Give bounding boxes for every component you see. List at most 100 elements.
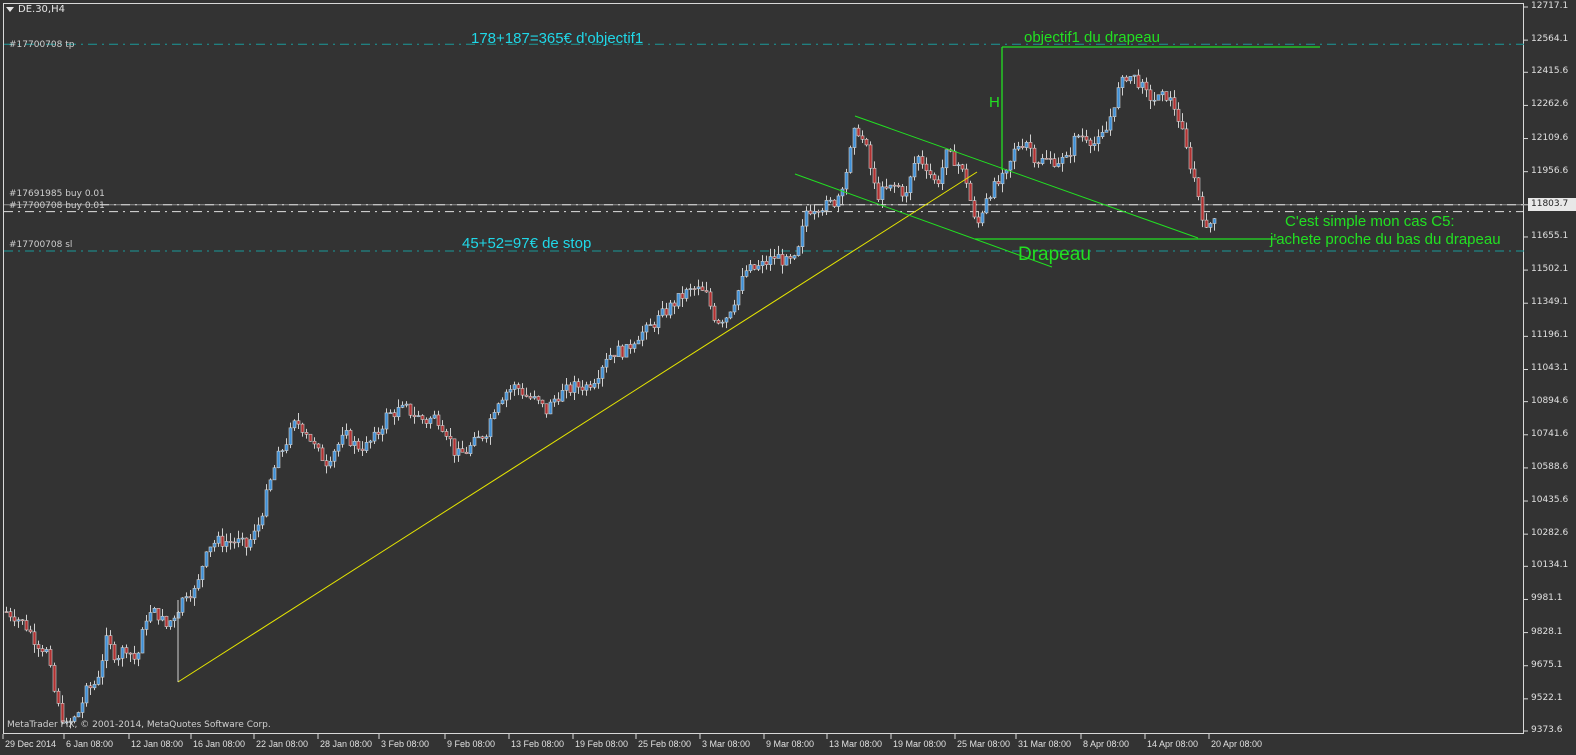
bear-candle xyxy=(296,420,301,425)
bull-candle xyxy=(336,443,341,452)
bull-candle xyxy=(640,331,645,341)
bull-candle xyxy=(940,167,945,184)
bull-candle xyxy=(636,339,641,345)
bear-candle xyxy=(408,403,413,416)
bull-candle xyxy=(820,210,825,213)
bull-candle xyxy=(736,290,741,306)
bull-candle xyxy=(776,254,781,259)
bear-candle xyxy=(1204,219,1209,228)
bear-candle xyxy=(440,425,445,432)
bear-candle xyxy=(864,138,869,146)
bull-candle xyxy=(1000,172,1005,185)
bull-candle xyxy=(728,311,733,319)
stop-note: 45+52=97€ de stop xyxy=(462,235,592,252)
bull-candle xyxy=(552,398,557,403)
bull-candle xyxy=(160,615,165,621)
price-tick-label: 12415.6 xyxy=(1531,66,1569,77)
bull-candle xyxy=(504,391,509,401)
bull-candle xyxy=(676,293,681,307)
bull-candle xyxy=(824,200,829,211)
bull-candle xyxy=(284,444,289,451)
chart-area[interactable] xyxy=(3,3,1524,734)
bear-candle xyxy=(612,354,617,357)
bull-candle xyxy=(848,147,853,173)
bull-candle xyxy=(796,246,801,256)
bear-candle xyxy=(1200,196,1205,221)
bull-candle xyxy=(268,479,273,491)
bull-candle xyxy=(288,427,293,445)
buy-order-label-2: #17700708 buy 0.01 xyxy=(9,201,105,211)
bull-candle xyxy=(276,450,281,469)
bull-candle xyxy=(1016,146,1021,150)
bull-candle xyxy=(760,261,765,266)
bear-candle xyxy=(20,619,25,622)
copyright-text: MetaTrader FIX, © 2001-2014, MetaQuotes … xyxy=(7,720,271,730)
bull-candle xyxy=(800,225,805,247)
time-tick-label: 3 Feb 08:00 xyxy=(381,739,430,749)
bear-candle xyxy=(356,440,361,450)
price-tick-label: 10134.1 xyxy=(1531,560,1569,571)
bull-candle xyxy=(272,467,277,481)
bear-candle xyxy=(1080,135,1085,138)
bear-candle xyxy=(1180,121,1185,130)
sl-order-label: #17700708 sl xyxy=(9,240,73,250)
dropdown-triangle-icon[interactable] xyxy=(6,7,14,12)
bear-candle xyxy=(444,431,449,437)
bear-candle xyxy=(652,324,657,328)
bear-candle xyxy=(376,431,381,435)
bull-candle xyxy=(908,176,913,194)
bear-candle xyxy=(32,631,37,645)
bull-candle xyxy=(648,324,653,326)
bull-candle xyxy=(792,255,797,259)
bull-candle xyxy=(880,186,885,200)
bull-candle xyxy=(352,440,357,446)
price-tick-label: 10741.6 xyxy=(1531,428,1569,439)
bull-candle xyxy=(1072,135,1077,156)
bear-candle xyxy=(48,649,53,666)
bull-candle xyxy=(564,384,569,391)
bear-candle xyxy=(764,261,769,265)
bull-candle xyxy=(656,315,661,328)
bull-candle xyxy=(632,343,637,349)
bear-candle xyxy=(436,414,441,426)
bear-candle xyxy=(424,419,429,424)
time-tick-label: 19 Mar 08:00 xyxy=(893,739,947,749)
bear-candle xyxy=(220,535,225,547)
bull-candle xyxy=(1092,143,1097,146)
bull-candle xyxy=(1108,116,1113,131)
time-tick-label: 16 Jan 08:00 xyxy=(193,739,246,749)
bear-candle xyxy=(832,199,837,207)
bull-candle xyxy=(292,420,297,429)
bull-candle xyxy=(16,619,21,622)
bull-candle xyxy=(364,442,369,451)
bull-candle xyxy=(416,415,421,417)
bull-candle xyxy=(828,199,833,202)
bear-candle xyxy=(232,541,237,544)
bear-candle xyxy=(12,616,17,622)
bear-candle xyxy=(856,127,861,137)
bear-candle xyxy=(900,186,905,197)
bear-candle xyxy=(480,436,485,439)
bear-candle xyxy=(4,611,9,613)
bear-candle xyxy=(664,308,669,316)
bull-candle xyxy=(96,676,101,685)
flag-lower-line xyxy=(794,173,1053,268)
bull-candle xyxy=(384,412,389,430)
bull-candle xyxy=(212,542,217,548)
bear-candle xyxy=(540,399,545,405)
bull-candle xyxy=(80,702,85,713)
symbol-menu[interactable]: DE.30,H4 xyxy=(6,4,65,15)
bull-candle xyxy=(196,579,201,589)
bull-candle xyxy=(84,685,89,704)
bear-candle xyxy=(1036,162,1041,165)
flag-upper-line xyxy=(854,115,1199,239)
bull-candle xyxy=(732,304,737,313)
bull-candle xyxy=(500,399,505,405)
bull-candle xyxy=(608,354,613,360)
bear-candle xyxy=(996,181,1001,185)
buy-order-label-1: #17691985 buy 0.01 xyxy=(9,189,105,199)
bear-candle xyxy=(56,690,61,704)
price-tick-label: 11502.1 xyxy=(1531,264,1569,275)
bear-candle xyxy=(244,537,249,548)
